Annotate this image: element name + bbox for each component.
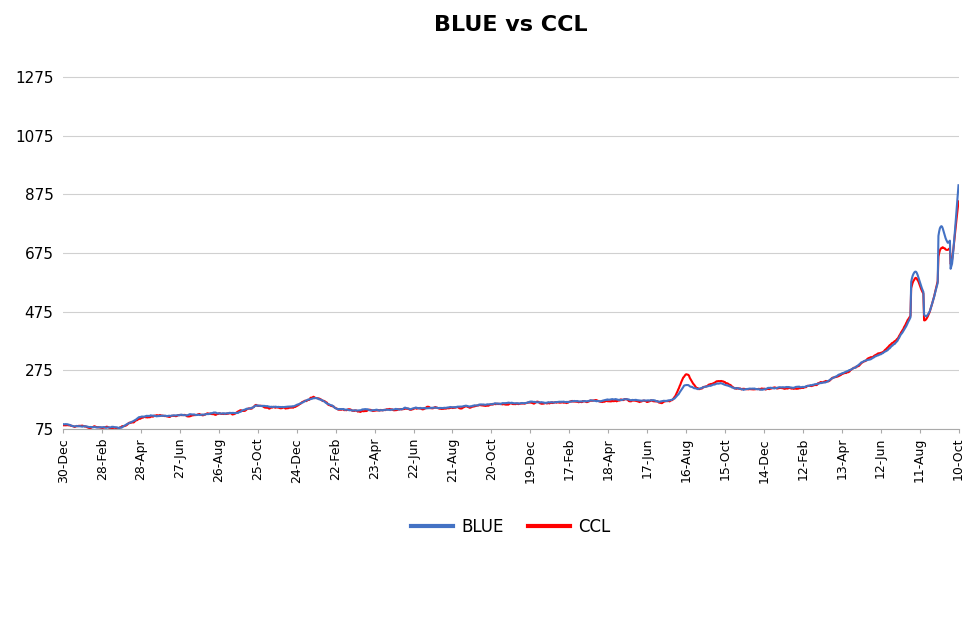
Legend: BLUE, CCL: BLUE, CCL: [405, 511, 617, 543]
Title: BLUE vs CCL: BLUE vs CCL: [434, 15, 588, 35]
